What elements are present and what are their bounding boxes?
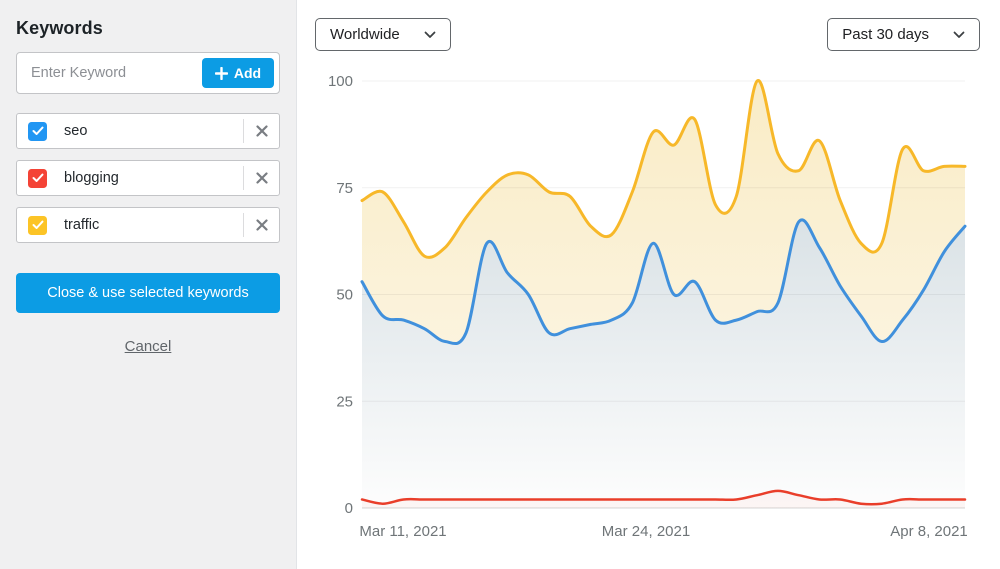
- keyword-row: traffic: [16, 207, 280, 243]
- keywords-sidebar: Keywords Add seo: [0, 0, 297, 569]
- sidebar-title: Keywords: [16, 18, 103, 38]
- trends-panel: 0 25 50 75 100 Mar 11, 2021 Mar 24, 2021 Apr 8,…: [297, 0, 1000, 569]
- add-keyword-button[interactable]: Add: [202, 58, 274, 88]
- y-axis-tick-label: 0: [345, 500, 353, 517]
- keyword-label: traffic: [64, 217, 100, 233]
- series-blogging-line: [360, 489, 967, 506]
- keyword-checkbox[interactable]: [28, 168, 47, 188]
- cancel-row: Cancel: [16, 338, 280, 356]
- checkmark-icon: [32, 173, 43, 182]
- series-seo-area: [362, 219, 965, 509]
- keyword-row: seo: [16, 113, 280, 149]
- close-icon: [255, 172, 268, 184]
- trends-chart: 0 25 50 75 100 Mar 11, 2021 Mar 24, 2021 Apr 8,…: [328, 73, 968, 540]
- remove-keyword-button[interactable]: [244, 208, 279, 242]
- keyword-row: blogging: [16, 160, 280, 196]
- region-dropdown-value: Worldwide: [330, 26, 400, 43]
- keyword-input-group: Add: [16, 52, 280, 94]
- close-icon: [255, 125, 268, 137]
- remove-keyword-button[interactable]: [244, 114, 279, 148]
- close-use-keywords-button[interactable]: Close & use selected keywords: [16, 273, 280, 313]
- checkmark-icon: [32, 220, 43, 229]
- checkmark-icon: [32, 126, 43, 135]
- row-divider: [243, 166, 244, 190]
- keyword-label: seo: [64, 123, 88, 139]
- keyword-checkbox[interactable]: [28, 121, 47, 141]
- keyword-checkbox[interactable]: [28, 215, 47, 235]
- time-range-dropdown[interactable]: Past 30 days: [827, 18, 980, 51]
- series-blogging-area: [362, 490, 965, 508]
- x-axis-tick-label: Mar 11, 2021: [359, 523, 446, 540]
- x-axis-tick-label: Mar 24, 2021: [602, 523, 690, 540]
- plus-icon: [214, 66, 228, 80]
- series-seo-line: [360, 218, 967, 346]
- y-axis-tick-label: 25: [336, 393, 353, 410]
- row-divider: [243, 119, 244, 143]
- add-button-label: Add: [233, 65, 262, 81]
- close-icon: [255, 219, 268, 231]
- series-traffic-line: [360, 79, 967, 259]
- y-axis-tick-label: 50: [336, 287, 353, 304]
- y-axis-tick-label: 100: [328, 73, 353, 90]
- cancel-link[interactable]: Cancel: [124, 338, 172, 355]
- x-axis-tick-label: Apr 8, 2021: [890, 523, 968, 540]
- chevron-down-icon: [424, 31, 436, 38]
- time-range-dropdown-value: Past 30 days: [842, 26, 929, 43]
- row-divider: [243, 213, 244, 237]
- chevron-down-icon: [953, 31, 965, 38]
- y-axis-tick-label: 75: [336, 180, 353, 197]
- keyword-label: blogging: [64, 170, 119, 186]
- remove-keyword-button[interactable]: [244, 161, 279, 195]
- region-dropdown[interactable]: Worldwide: [315, 18, 451, 51]
